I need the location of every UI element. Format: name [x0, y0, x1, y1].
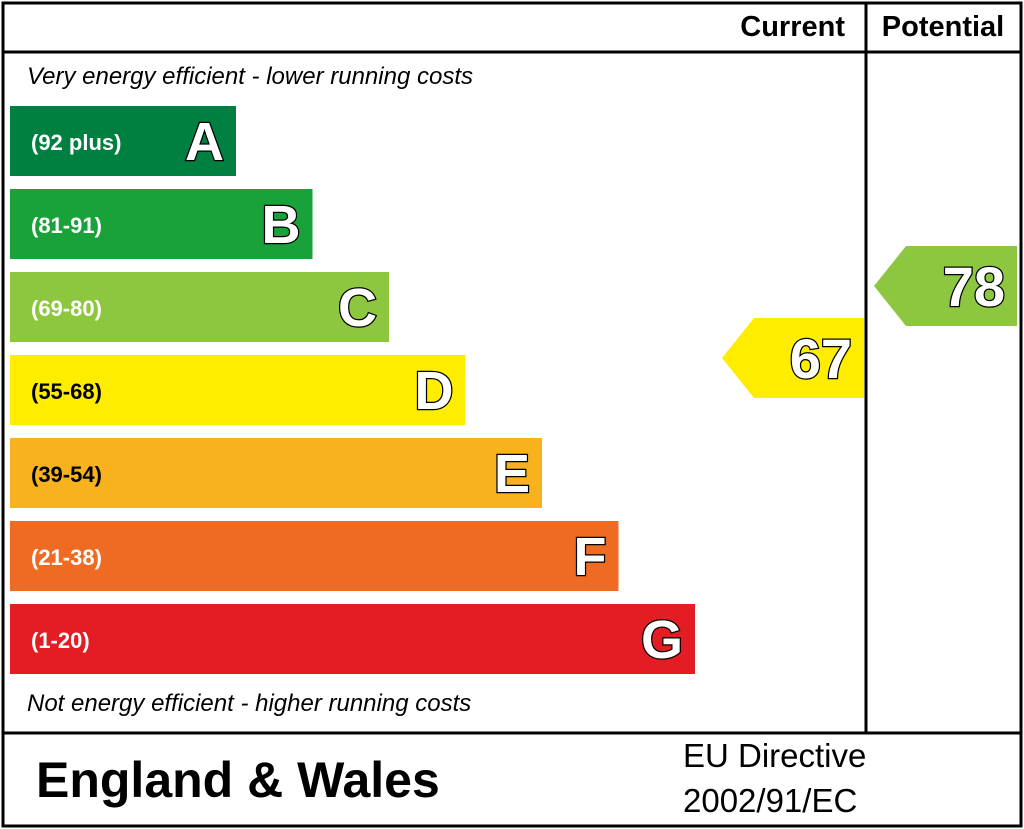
band-c: (69-80) C: [10, 272, 389, 342]
band-bar: [10, 189, 313, 259]
band-range-label: (81-91): [31, 213, 102, 238]
band-letter: D: [415, 361, 454, 421]
region-label: England & Wales: [36, 752, 440, 808]
bottom-efficiency-note: Not energy efficient - higher running co…: [27, 690, 471, 717]
band-range-label: (1-20): [31, 628, 90, 653]
potential-rating-arrow: 78: [874, 246, 1017, 326]
band-range-label: (92 plus): [31, 130, 121, 155]
band-bar: [10, 521, 619, 591]
band-f: (21-38) F: [10, 521, 619, 591]
band-letter: C: [338, 278, 377, 338]
directive-line-2: 2002/91/EC: [683, 782, 857, 819]
band-letter: B: [262, 195, 301, 255]
potential-rating-arrow-value: 78: [943, 255, 1005, 318]
current-header: Current: [740, 11, 845, 43]
potential-rating-arrow-shape: [874, 246, 1017, 326]
band-bar: [10, 604, 695, 674]
band-range-label: (21-38): [31, 545, 102, 570]
band-bar: [10, 272, 389, 342]
band-range-label: (69-80): [31, 296, 102, 321]
band-letter: A: [185, 112, 224, 172]
band-b: (81-91) B: [10, 189, 313, 259]
band-letter: E: [494, 444, 530, 504]
band-range-label: (55-68): [31, 379, 102, 404]
band-g: (1-20) G: [10, 604, 695, 674]
band-a: (92 plus) A: [10, 106, 236, 176]
top-efficiency-note: Very energy efficient - lower running co…: [27, 63, 473, 90]
band-bar: [10, 355, 466, 425]
band-e: (39-54) E: [10, 438, 542, 508]
band-letter: G: [641, 610, 683, 670]
potential-header: Potential: [882, 11, 1004, 43]
band-bar: [10, 438, 542, 508]
rating-bands: (92 plus) A (81-91) B (69-80) C (55-68) D (39-54…: [10, 106, 695, 674]
band-d: (55-68) D: [10, 355, 466, 425]
directive-line-1: EU Directive: [683, 737, 866, 774]
current-rating-arrow-value: 67: [790, 327, 852, 390]
rating-markers: 67 78: [722, 246, 1017, 398]
current-rating-arrow-shape: [722, 318, 864, 398]
band-bar: [10, 106, 236, 176]
current-rating-arrow: 67: [722, 318, 864, 398]
band-range-label: (39-54): [31, 462, 102, 487]
band-letter: F: [574, 527, 607, 587]
